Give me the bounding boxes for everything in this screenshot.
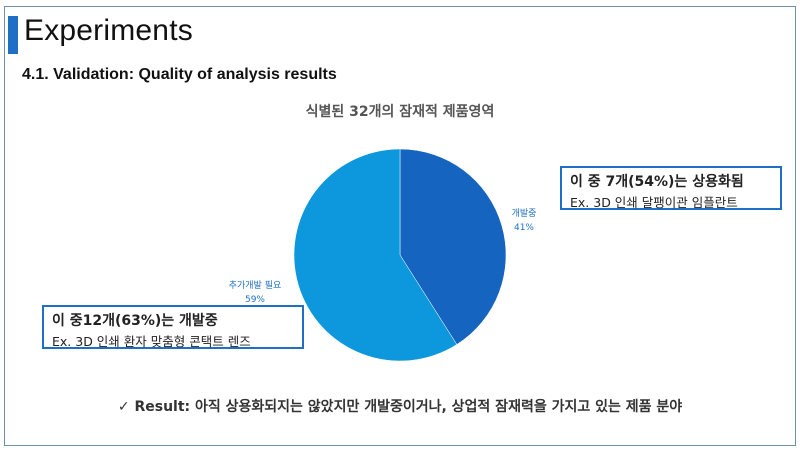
slice-category-label: 추가개발 필요	[228, 281, 282, 291]
page-title: Experiments	[24, 14, 193, 47]
check-icon: ✓	[117, 399, 130, 415]
chart-title: 식별된 32개의 잠재적 제품영역	[305, 104, 495, 120]
callout-heading: 이 중12개(63%)는 개발중	[52, 313, 218, 329]
slice-value-label: 41%	[513, 223, 534, 233]
result-text: 아직 상용화되지는 않았지만 개발중이거나, 상업적 잠재력을 가지고 있는 제…	[195, 399, 683, 415]
title-accent-bar	[8, 16, 18, 54]
callout-heading: 이 중 7개(54%)는 상용화됨	[570, 174, 744, 190]
pie-slice-needs-development	[293, 148, 458, 362]
section-subtitle: 4.1. Validation: Quality of analysis res…	[22, 66, 337, 83]
callout-developing: 이 중12개(63%)는 개발중 Ex. 3D 인쇄 환자 맞춤형 콘택트 렌즈	[42, 305, 304, 349]
slice-label-needs-development: 추가개발 필요 59%	[212, 279, 298, 307]
callout-example: Ex. 3D 인쇄 달팽이관 임플란트	[570, 195, 738, 210]
slide-frame	[4, 6, 796, 446]
slice-category-label: 개발중	[511, 209, 537, 219]
slice-value-label: 59%	[244, 295, 265, 305]
slice-label-developing: 개발중 41%	[502, 207, 546, 235]
pie-slice-developing	[399, 148, 507, 345]
callout-example: Ex. 3D 인쇄 환자 맞춤형 콘택트 렌즈	[52, 334, 251, 349]
result-label: Result:	[134, 399, 191, 415]
result-summary: ✓ Result: 아직 상용화되지는 않았지만 개발중이거나, 상업적 잠재력…	[0, 396, 800, 416]
callout-commercialized: 이 중 7개(54%)는 상용화됨 Ex. 3D 인쇄 달팽이관 임플란트	[560, 166, 782, 210]
